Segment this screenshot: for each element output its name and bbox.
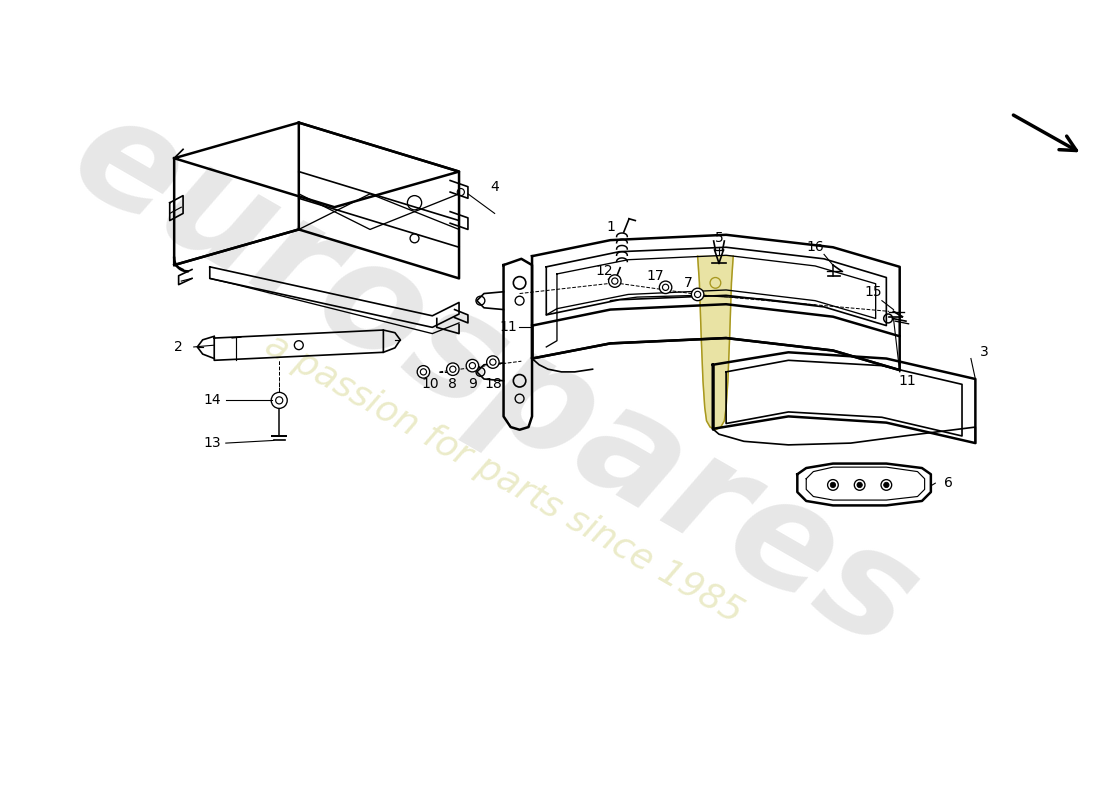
Circle shape [450, 366, 455, 372]
Text: 9: 9 [468, 378, 476, 391]
Circle shape [692, 288, 704, 301]
Circle shape [447, 363, 459, 375]
Text: 16: 16 [806, 240, 824, 254]
Text: 1: 1 [607, 220, 616, 234]
Text: 14: 14 [204, 394, 221, 407]
Text: 15: 15 [865, 285, 882, 298]
Text: 5: 5 [715, 231, 724, 246]
Text: 11: 11 [499, 320, 517, 334]
Text: 6: 6 [944, 476, 953, 490]
Text: 17: 17 [646, 269, 663, 282]
Circle shape [490, 359, 496, 366]
Circle shape [420, 369, 427, 375]
Circle shape [608, 275, 622, 287]
Text: a passion for parts since 1985: a passion for parts since 1985 [258, 327, 748, 630]
Text: 10: 10 [421, 378, 439, 391]
Circle shape [857, 482, 862, 488]
Text: 13: 13 [204, 436, 221, 450]
Text: 8: 8 [449, 378, 458, 391]
Circle shape [883, 482, 889, 488]
Text: 12: 12 [595, 264, 613, 278]
Circle shape [470, 362, 475, 369]
Circle shape [612, 278, 618, 284]
Text: 2: 2 [174, 340, 183, 354]
Circle shape [830, 482, 836, 488]
Circle shape [466, 359, 478, 372]
Text: 18: 18 [484, 378, 502, 391]
Circle shape [694, 291, 701, 298]
Polygon shape [697, 256, 734, 430]
Circle shape [486, 356, 499, 368]
Circle shape [659, 281, 672, 294]
Circle shape [662, 284, 669, 290]
Text: eurospares: eurospares [47, 81, 942, 681]
Text: 4: 4 [491, 180, 499, 194]
Text: 7: 7 [683, 276, 692, 290]
Text: 11: 11 [898, 374, 915, 388]
Text: 3: 3 [980, 346, 989, 359]
Circle shape [417, 366, 430, 378]
